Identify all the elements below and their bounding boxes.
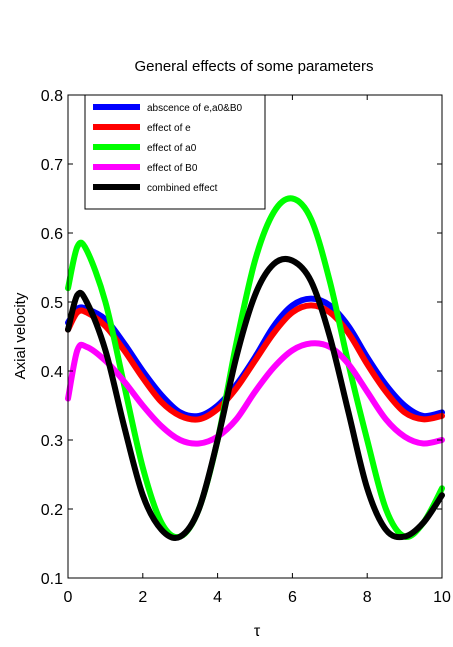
y-tick-label: 0.7 [41, 157, 63, 174]
legend-label-3: effect of a0 [147, 143, 197, 154]
y-axis-label: Axial velocity [12, 292, 29, 379]
series-line-3 [65, 195, 445, 541]
y-tick-label: 0.1 [41, 571, 63, 588]
series-line-4 [65, 340, 445, 447]
legend-label-4: effect of B0 [147, 163, 198, 174]
y-tick-label: 0.4 [41, 364, 63, 381]
y-tick-label: 0.5 [41, 295, 63, 312]
x-tick-label: 10 [433, 589, 451, 606]
legend-label-5: combined effect [147, 183, 218, 194]
x-axis-label: τ [254, 623, 261, 640]
axes-layer: 0 2 4 6 8 10 0.1 0.2 0.3 0.4 0.5 0.6 0.7 0.8 [41, 88, 451, 606]
series-line-5 [65, 255, 445, 541]
y-tick-label: 0.6 [41, 226, 63, 243]
legend: abscence of e,a0&B0 effect of e effect of … [84, 94, 266, 210]
y-tick-label: 0.2 [41, 502, 63, 519]
y-tick-label: 0.8 [41, 88, 63, 105]
x-tick-label: 6 [288, 589, 297, 606]
chart-title: General effects of some parameters [134, 58, 373, 75]
x-tick-label: 2 [138, 589, 147, 606]
y-tick-label: 0.3 [41, 433, 63, 450]
series-layer [65, 195, 445, 541]
x-tick-label: 8 [363, 589, 372, 606]
x-tick-label: 0 [64, 589, 73, 606]
legend-label-1: abscence of e,a0&B0 [147, 103, 243, 114]
x-tick-label: 4 [213, 589, 222, 606]
legend-label-2: effect of e [147, 123, 191, 134]
